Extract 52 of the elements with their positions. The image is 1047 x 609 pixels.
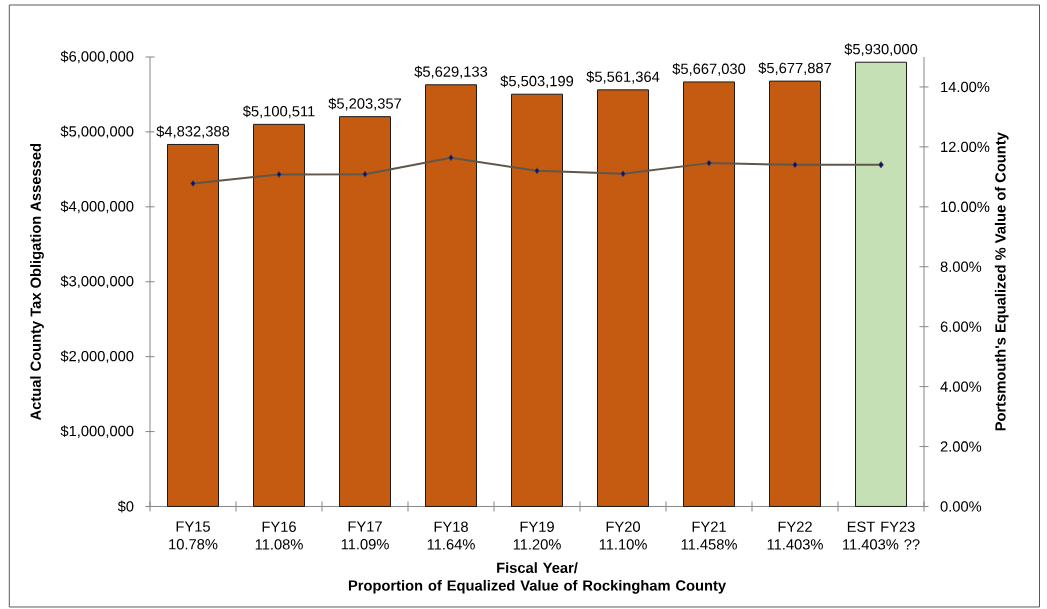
point bbox=[878, 161, 884, 169]
y2-tick-label: 14.00% bbox=[941, 81, 990, 93]
bar bbox=[683, 81, 736, 507]
bar bbox=[511, 93, 564, 507]
x-tick-label: EST FY23 11.403% ?? bbox=[843, 521, 920, 550]
y2-tick-label: 6.00% bbox=[940, 321, 982, 332]
data-label: $5,677,887 bbox=[758, 62, 832, 75]
data-label: $5,930,000 bbox=[844, 43, 918, 57]
point bbox=[620, 170, 626, 178]
point bbox=[792, 161, 798, 169]
point bbox=[534, 167, 540, 175]
data-label: $5,503,199 bbox=[500, 75, 574, 88]
x-tick-label: FY22 11.403% bbox=[767, 521, 823, 550]
bar bbox=[597, 89, 650, 507]
y2-axis-title: Portsmouth's Equalized % Value of County bbox=[994, 132, 1009, 431]
bar bbox=[425, 84, 478, 507]
data-label: $5,667,030 bbox=[672, 62, 746, 76]
data-label: $5,629,133 bbox=[414, 65, 488, 79]
point bbox=[448, 154, 454, 162]
bar bbox=[769, 80, 822, 507]
x-tick-label: FY17 11.09% bbox=[341, 521, 389, 550]
y-axis-title: Actual County Tax Obligation Assessed bbox=[30, 143, 44, 421]
x-tick-label: FY18 11.64% bbox=[427, 521, 475, 550]
y2-tick-label: 8.00% bbox=[940, 261, 982, 272]
x-tick-label: FY21 11.458% bbox=[681, 521, 737, 550]
y-tick-label: $0 bbox=[117, 500, 134, 513]
bar bbox=[253, 123, 306, 507]
y2-tick-label: 12.00% bbox=[941, 141, 990, 153]
bar bbox=[855, 61, 908, 507]
data-label: $5,100,511 bbox=[242, 105, 315, 119]
x-tick-label: FY20 11.10% bbox=[599, 521, 647, 550]
data-label: $4,832,388 bbox=[156, 125, 230, 139]
bar bbox=[339, 116, 392, 507]
x-tick-label: FY15 10.78% bbox=[169, 521, 218, 550]
y2-tick-label: 0.00% bbox=[940, 501, 982, 512]
y-tick-label: $2,000,000 bbox=[60, 350, 134, 364]
y-tick-label: $5,000,000 bbox=[60, 125, 134, 139]
bar bbox=[167, 143, 220, 507]
x-axis-title: Fiscal Year/ Proportion of Equalized Value of Rockingham County bbox=[348, 562, 726, 594]
data-label: $5,561,364 bbox=[586, 70, 660, 84]
x-tick-label: FY16 11.08% bbox=[255, 521, 303, 550]
x-tick-label: FY19 11.20% bbox=[513, 521, 561, 550]
y-tick-label: $4,000,000 bbox=[60, 200, 134, 214]
y-tick-label: $1,000,000 bbox=[60, 425, 134, 438]
y2-tick-label: 4.00% bbox=[940, 381, 982, 392]
point bbox=[706, 159, 712, 167]
y-tick-label: $3,000,000 bbox=[60, 275, 134, 289]
point bbox=[362, 170, 368, 178]
y-tick-label: $6,000,000 bbox=[60, 50, 134, 64]
y2-tick-label: 2.00% bbox=[940, 441, 982, 452]
data-label: $5,203,357 bbox=[328, 97, 402, 111]
y2-tick-label: 10.00% bbox=[941, 201, 990, 213]
